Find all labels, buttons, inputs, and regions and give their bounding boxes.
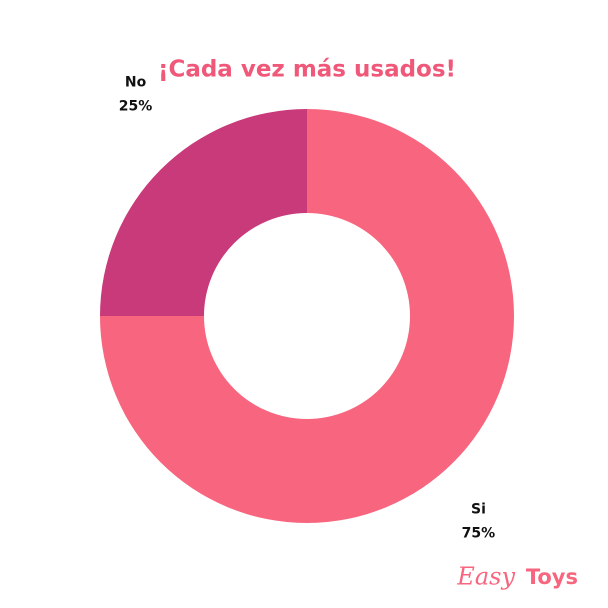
logo-toys: Toys [526, 565, 578, 589]
logo-easy: Easy [456, 563, 515, 591]
slice-value-label: 75% [462, 525, 496, 541]
slice-label: No [125, 75, 147, 91]
donut [100, 109, 514, 523]
chart-title: ¡Cada vez más usados! [158, 57, 456, 83]
donut-slice [100, 109, 307, 316]
slice-label: Si [471, 501, 486, 517]
donut-slice [100, 109, 514, 523]
slice-value-label: 25% [119, 99, 153, 115]
